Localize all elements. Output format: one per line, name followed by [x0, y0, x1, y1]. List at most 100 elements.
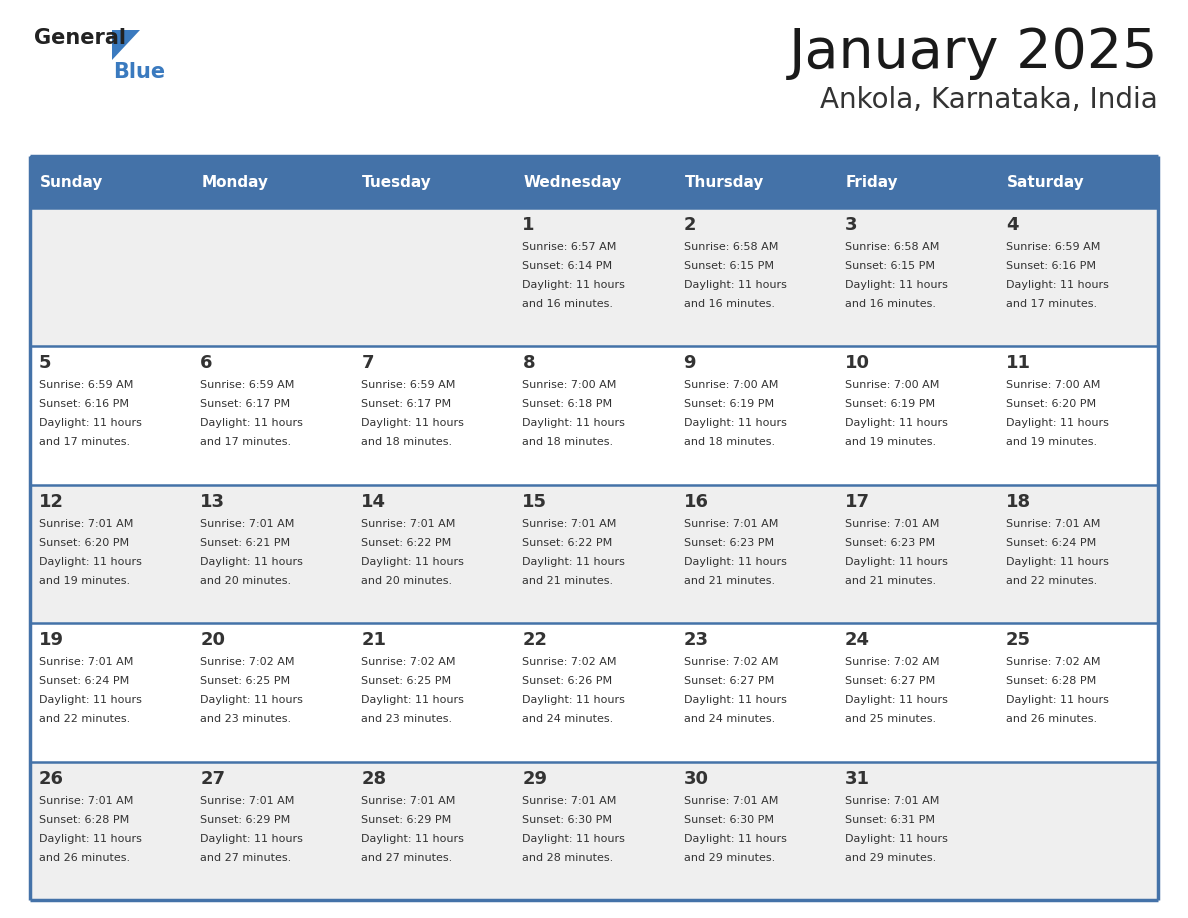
- Text: 25: 25: [1006, 632, 1031, 649]
- Text: Daylight: 11 hours: Daylight: 11 hours: [361, 557, 465, 566]
- Text: Sunset: 6:28 PM: Sunset: 6:28 PM: [39, 814, 129, 824]
- Bar: [835, 485, 997, 623]
- Text: Daylight: 11 hours: Daylight: 11 hours: [845, 834, 948, 844]
- Text: 11: 11: [1006, 354, 1031, 373]
- Text: Sunset: 6:29 PM: Sunset: 6:29 PM: [200, 814, 290, 824]
- Text: and 26 minutes.: and 26 minutes.: [1006, 714, 1097, 724]
- Text: Daylight: 11 hours: Daylight: 11 hours: [1006, 695, 1108, 705]
- Text: Daylight: 11 hours: Daylight: 11 hours: [39, 834, 141, 844]
- Text: Ankola, Karnataka, India: Ankola, Karnataka, India: [820, 86, 1158, 114]
- Text: Daylight: 11 hours: Daylight: 11 hours: [200, 419, 303, 429]
- Text: Sunrise: 7:02 AM: Sunrise: 7:02 AM: [523, 657, 617, 667]
- Text: 17: 17: [845, 493, 870, 510]
- Text: Daylight: 11 hours: Daylight: 11 hours: [361, 419, 465, 429]
- Text: Sunset: 6:14 PM: Sunset: 6:14 PM: [523, 261, 613, 271]
- Text: Daylight: 11 hours: Daylight: 11 hours: [683, 695, 786, 705]
- Bar: [513, 485, 675, 623]
- Text: Daylight: 11 hours: Daylight: 11 hours: [361, 695, 465, 705]
- Text: Sunrise: 6:58 AM: Sunrise: 6:58 AM: [683, 242, 778, 252]
- Text: Sunrise: 6:58 AM: Sunrise: 6:58 AM: [845, 242, 939, 252]
- Text: Daylight: 11 hours: Daylight: 11 hours: [1006, 557, 1108, 566]
- Bar: [997, 485, 1158, 623]
- Bar: [997, 208, 1158, 346]
- Text: and 17 minutes.: and 17 minutes.: [1006, 299, 1097, 309]
- Text: Sunrise: 7:01 AM: Sunrise: 7:01 AM: [200, 519, 295, 529]
- Text: 26: 26: [39, 769, 64, 788]
- Text: and 18 minutes.: and 18 minutes.: [361, 437, 453, 447]
- Text: Sunset: 6:21 PM: Sunset: 6:21 PM: [200, 538, 290, 548]
- Text: Friday: Friday: [846, 174, 898, 189]
- Text: and 27 minutes.: and 27 minutes.: [361, 853, 453, 863]
- Text: 27: 27: [200, 769, 226, 788]
- Text: Wednesday: Wednesday: [524, 174, 621, 189]
- Bar: [191, 762, 353, 900]
- Text: Daylight: 11 hours: Daylight: 11 hours: [845, 280, 948, 290]
- Text: 4: 4: [1006, 216, 1018, 234]
- Text: and 18 minutes.: and 18 minutes.: [523, 437, 613, 447]
- Text: Sunset: 6:15 PM: Sunset: 6:15 PM: [683, 261, 773, 271]
- Text: and 17 minutes.: and 17 minutes.: [39, 437, 131, 447]
- Text: 12: 12: [39, 493, 64, 510]
- Bar: [30, 346, 191, 485]
- Text: Sunset: 6:22 PM: Sunset: 6:22 PM: [361, 538, 451, 548]
- Text: and 19 minutes.: and 19 minutes.: [845, 437, 936, 447]
- Text: Sunset: 6:17 PM: Sunset: 6:17 PM: [361, 399, 451, 409]
- Bar: [191, 623, 353, 762]
- Text: 29: 29: [523, 769, 548, 788]
- Bar: [835, 346, 997, 485]
- Text: Sunrise: 7:01 AM: Sunrise: 7:01 AM: [200, 796, 295, 806]
- Text: 15: 15: [523, 493, 548, 510]
- Text: 5: 5: [39, 354, 51, 373]
- Bar: [353, 623, 513, 762]
- Text: Daylight: 11 hours: Daylight: 11 hours: [683, 419, 786, 429]
- Text: Sunset: 6:24 PM: Sunset: 6:24 PM: [39, 677, 129, 686]
- Text: Daylight: 11 hours: Daylight: 11 hours: [845, 419, 948, 429]
- Bar: [997, 623, 1158, 762]
- Text: Sunrise: 6:57 AM: Sunrise: 6:57 AM: [523, 242, 617, 252]
- Text: Sunrise: 7:02 AM: Sunrise: 7:02 AM: [200, 657, 295, 667]
- Bar: [353, 762, 513, 900]
- Text: and 24 minutes.: and 24 minutes.: [683, 714, 775, 724]
- Bar: [997, 762, 1158, 900]
- Text: Sunset: 6:30 PM: Sunset: 6:30 PM: [683, 814, 773, 824]
- Text: and 22 minutes.: and 22 minutes.: [1006, 576, 1097, 586]
- Bar: [675, 156, 835, 208]
- Text: and 19 minutes.: and 19 minutes.: [39, 576, 131, 586]
- Text: 31: 31: [845, 769, 870, 788]
- Bar: [30, 208, 191, 346]
- Bar: [513, 762, 675, 900]
- Text: 20: 20: [200, 632, 226, 649]
- Text: and 16 minutes.: and 16 minutes.: [683, 299, 775, 309]
- Text: Daylight: 11 hours: Daylight: 11 hours: [683, 280, 786, 290]
- Text: Sunset: 6:20 PM: Sunset: 6:20 PM: [39, 538, 129, 548]
- Text: Daylight: 11 hours: Daylight: 11 hours: [361, 834, 465, 844]
- Text: Sunset: 6:16 PM: Sunset: 6:16 PM: [1006, 261, 1095, 271]
- Text: Daylight: 11 hours: Daylight: 11 hours: [523, 557, 625, 566]
- Bar: [675, 762, 835, 900]
- Text: and 20 minutes.: and 20 minutes.: [361, 576, 453, 586]
- Text: Sunrise: 7:01 AM: Sunrise: 7:01 AM: [683, 796, 778, 806]
- Bar: [30, 623, 191, 762]
- Text: and 19 minutes.: and 19 minutes.: [1006, 437, 1097, 447]
- Text: Sunrise: 7:02 AM: Sunrise: 7:02 AM: [683, 657, 778, 667]
- Bar: [353, 156, 513, 208]
- Text: and 21 minutes.: and 21 minutes.: [523, 576, 613, 586]
- Bar: [513, 346, 675, 485]
- Bar: [191, 208, 353, 346]
- Text: Sunrise: 7:00 AM: Sunrise: 7:00 AM: [1006, 380, 1100, 390]
- Bar: [513, 156, 675, 208]
- Text: Sunrise: 7:02 AM: Sunrise: 7:02 AM: [845, 657, 940, 667]
- Text: 28: 28: [361, 769, 386, 788]
- Text: Tuesday: Tuesday: [362, 174, 432, 189]
- Text: Sunset: 6:27 PM: Sunset: 6:27 PM: [845, 677, 935, 686]
- Text: 9: 9: [683, 354, 696, 373]
- Text: Sunrise: 7:01 AM: Sunrise: 7:01 AM: [683, 519, 778, 529]
- Text: General: General: [34, 28, 126, 48]
- Text: Sunset: 6:29 PM: Sunset: 6:29 PM: [361, 814, 451, 824]
- Text: Sunrise: 7:00 AM: Sunrise: 7:00 AM: [523, 380, 617, 390]
- Text: and 23 minutes.: and 23 minutes.: [361, 714, 453, 724]
- Bar: [835, 762, 997, 900]
- Text: Sunrise: 7:01 AM: Sunrise: 7:01 AM: [39, 519, 133, 529]
- Bar: [835, 208, 997, 346]
- Text: Sunrise: 6:59 AM: Sunrise: 6:59 AM: [200, 380, 295, 390]
